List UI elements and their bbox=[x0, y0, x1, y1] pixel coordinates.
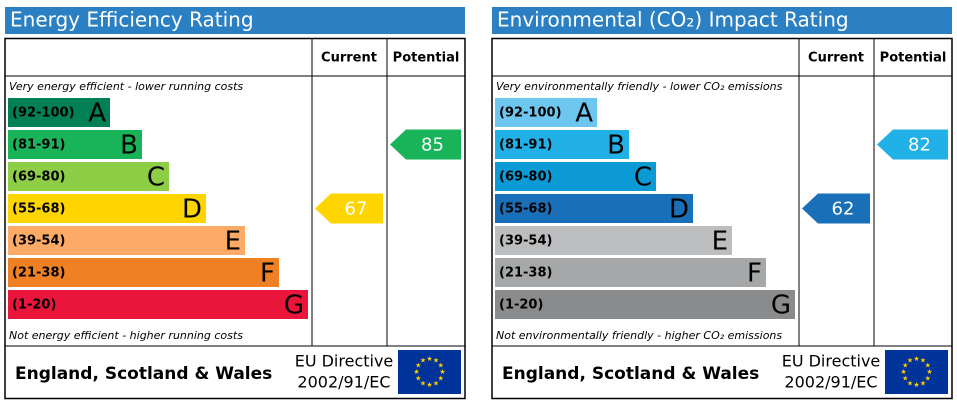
band-range: (92-100) bbox=[12, 106, 75, 121]
region: England, Scotland & Wales bbox=[502, 364, 759, 384]
eu-star: ★ bbox=[925, 375, 931, 383]
eu-flag bbox=[885, 350, 948, 394]
band-range: (92-100) bbox=[499, 106, 562, 121]
eu-star: ★ bbox=[913, 381, 919, 389]
directive: EU Directive bbox=[782, 352, 881, 371]
eu-star: ★ bbox=[420, 357, 426, 365]
eu-star: ★ bbox=[920, 357, 926, 365]
band-range: (81-91) bbox=[12, 138, 65, 153]
potential-arrow bbox=[390, 129, 461, 160]
band-range: (69-80) bbox=[499, 170, 552, 185]
band-letter: B bbox=[607, 131, 625, 161]
frame bbox=[491, 37, 953, 400]
band-letter: D bbox=[669, 195, 689, 225]
bottom-note: Not environmentally friendly - higher CO… bbox=[496, 329, 782, 342]
band-letter: C bbox=[147, 163, 165, 193]
title-bar bbox=[5, 7, 465, 34]
potential-arrow bbox=[877, 129, 948, 160]
eu-star: ★ bbox=[426, 381, 432, 389]
top-note: Very environmentally friendly - lower CO… bbox=[496, 80, 783, 93]
column-header: Potential bbox=[880, 51, 947, 66]
bottom-note: Not energy efficient - higher running co… bbox=[9, 329, 243, 342]
band-letter: E bbox=[712, 227, 728, 257]
band-letter: B bbox=[120, 131, 138, 161]
potential-label: 82 bbox=[908, 135, 931, 156]
band-letter: F bbox=[747, 259, 762, 289]
current-arrow bbox=[802, 193, 870, 224]
eu-star: ★ bbox=[426, 355, 432, 363]
band bbox=[495, 98, 597, 127]
band bbox=[8, 162, 169, 191]
eu-star: ★ bbox=[415, 375, 421, 383]
band bbox=[495, 226, 732, 255]
band-letter: A bbox=[88, 99, 106, 129]
directive: EU Directive bbox=[295, 352, 394, 371]
band-letter: C bbox=[634, 163, 652, 193]
eu-star: ★ bbox=[920, 379, 926, 387]
band bbox=[8, 226, 245, 255]
band-letter: F bbox=[260, 259, 275, 289]
band bbox=[495, 194, 693, 223]
band-letter: G bbox=[771, 291, 791, 321]
band-letter: G bbox=[284, 291, 304, 321]
eu-star: ★ bbox=[433, 357, 439, 365]
band-range: (55-68) bbox=[499, 202, 552, 217]
panel-title: Energy Efficiency Rating bbox=[10, 8, 254, 32]
band-range: (55-68) bbox=[12, 202, 65, 217]
band bbox=[8, 258, 279, 287]
current-label: 62 bbox=[832, 199, 855, 220]
eu-star: ★ bbox=[900, 368, 906, 376]
eu-star: ★ bbox=[925, 362, 931, 370]
band-range: (1-20) bbox=[12, 298, 56, 313]
eu-star: ★ bbox=[907, 379, 913, 387]
eu-star: ★ bbox=[902, 362, 908, 370]
directive: 2002/91/EC bbox=[297, 373, 390, 392]
current-label: 67 bbox=[345, 199, 368, 220]
eu-star: ★ bbox=[420, 379, 426, 387]
band-range: (81-91) bbox=[499, 138, 552, 153]
eu-star: ★ bbox=[902, 375, 908, 383]
eu-star: ★ bbox=[415, 362, 421, 370]
column-header: Potential bbox=[393, 51, 460, 66]
column-header: Current bbox=[321, 51, 377, 66]
band-range: (21-38) bbox=[499, 266, 552, 281]
band-letter: A bbox=[575, 99, 593, 129]
potential-label: 85 bbox=[421, 135, 444, 156]
band-letter: E bbox=[225, 227, 241, 257]
band-range: (69-80) bbox=[12, 170, 65, 185]
top-note: Very energy efficient - lower running co… bbox=[9, 80, 243, 93]
band-range: (21-38) bbox=[12, 266, 65, 281]
eu-star: ★ bbox=[413, 368, 419, 376]
band bbox=[495, 162, 656, 191]
frame bbox=[4, 37, 466, 400]
band bbox=[8, 194, 206, 223]
eu-star: ★ bbox=[907, 357, 913, 365]
eu-star: ★ bbox=[433, 379, 439, 387]
column-header: Current bbox=[808, 51, 864, 66]
band bbox=[8, 290, 308, 319]
eu-star: ★ bbox=[439, 368, 445, 376]
eu-star: ★ bbox=[438, 362, 444, 370]
eu-star: ★ bbox=[926, 368, 932, 376]
eu-flag bbox=[398, 350, 461, 394]
band bbox=[495, 258, 766, 287]
band-range: (39-54) bbox=[12, 234, 65, 249]
band-range: (1-20) bbox=[499, 298, 543, 313]
directive: 2002/91/EC bbox=[784, 373, 877, 392]
band bbox=[8, 98, 110, 127]
current-arrow bbox=[315, 193, 383, 224]
title-bar bbox=[492, 7, 952, 34]
panel-title: Environmental (CO₂) Impact Rating bbox=[497, 8, 849, 32]
band bbox=[495, 130, 629, 159]
region: England, Scotland & Wales bbox=[15, 364, 272, 384]
eu-star: ★ bbox=[438, 375, 444, 383]
band bbox=[495, 290, 795, 319]
eu-star: ★ bbox=[913, 355, 919, 363]
band-range: (39-54) bbox=[499, 234, 552, 249]
band-letter: D bbox=[182, 195, 202, 225]
band bbox=[8, 130, 142, 159]
